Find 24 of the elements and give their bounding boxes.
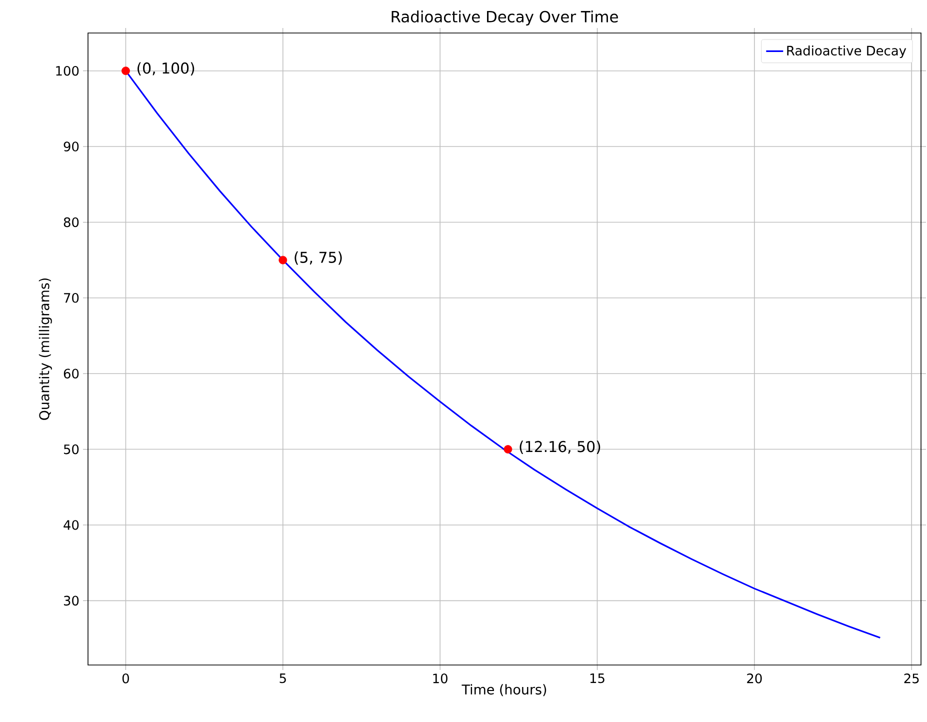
annotation: (0, 100) [138, 62, 194, 76]
chart-title: Radioactive Decay Over Time [392, 10, 618, 26]
y-tick-label: 100 [56, 66, 79, 76]
point [122, 66, 130, 76]
point [278, 256, 288, 264]
y-tick-label: 50 [64, 444, 79, 454]
y-tick-label: 90 [64, 142, 79, 152]
y-axis-title: Quantity (milligrams) [38, 278, 52, 420]
y-tick-label: 70 [64, 293, 79, 303]
legend-label: Radioactive Decay [787, 46, 906, 58]
y-tick-label: 80 [64, 217, 79, 228]
annotation: (12.16, 50) [520, 440, 600, 454]
x-tick-label: 20 [747, 674, 762, 684]
annotation: (5, 75) [294, 251, 342, 265]
y-tick-label: 40 [64, 520, 79, 530]
y-tick-label: 60 [64, 368, 79, 378]
x-tick-label: 0 [122, 674, 129, 684]
x-tick-label: 25 [904, 674, 919, 684]
x-axis-title: Time (hours) [462, 684, 546, 696]
x-tick-label: 15 [590, 674, 604, 684]
x-tick-label: 5 [280, 674, 286, 684]
x-tick-label: 10 [433, 674, 448, 684]
y-tick-label: 30 [64, 596, 79, 606]
point [504, 445, 512, 454]
